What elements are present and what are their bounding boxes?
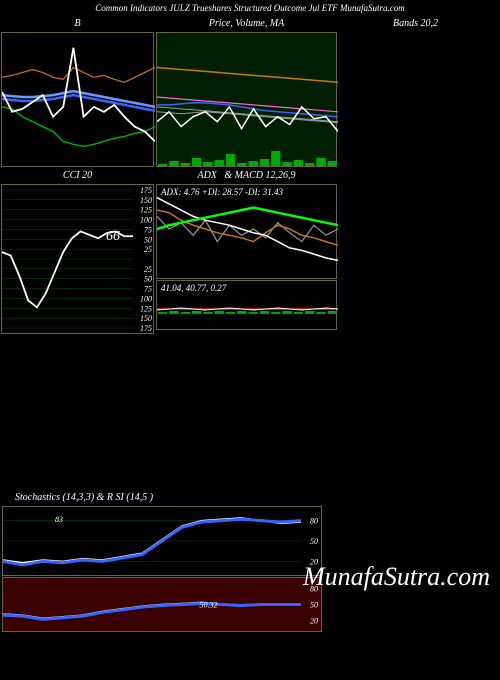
- panel-price-title: Price, Volume, MA: [155, 16, 338, 31]
- svg-text:150: 150: [140, 314, 152, 323]
- svg-text:150: 150: [140, 196, 152, 205]
- spacer: [0, 335, 500, 490]
- svg-text:80: 80: [310, 517, 318, 526]
- panel-bands-title: Bands 20,2: [338, 16, 493, 31]
- panel-adx-wrap: ADX & MACD 12,26,9 ADX: 4.76 +DI: 28.57 …: [155, 168, 338, 335]
- panel-cci: 17515012510075502525507510012515017566: [1, 184, 154, 334]
- row-1: B Price, Volume, MA Bands 20,2: [0, 16, 500, 168]
- row-3: Stochastics (14,3,3) & R SI (14,5 ) 80 50…: [0, 490, 500, 632]
- panel-adx-values: ADX: 4.76 +DI: 28.57 -DI: 31.43: [161, 187, 283, 197]
- svg-text:50: 50: [144, 275, 152, 284]
- svg-text:50.32: 50.32: [200, 601, 218, 610]
- panel-bands: [338, 31, 493, 166]
- svg-text:175: 175: [140, 186, 152, 195]
- svg-text:175: 175: [140, 324, 152, 333]
- chart-cci: 17515012510075502525507510012515017566: [2, 185, 155, 333]
- svg-text:75: 75: [144, 285, 152, 294]
- panel-bands-wrap: Bands 20,2: [338, 16, 493, 168]
- svg-text:50: 50: [310, 537, 318, 546]
- panel-red: 80502050.32: [2, 577, 322, 632]
- svg-text:50: 50: [144, 235, 152, 244]
- svg-text:50: 50: [310, 601, 318, 610]
- panel-stoch-title: Stochastics (14,3,3) & R SI (14,5 ): [0, 490, 500, 505]
- chart-price: [157, 33, 338, 166]
- panel-b-wrap: B: [0, 16, 155, 168]
- chart-adx: [157, 185, 338, 278]
- svg-text:125: 125: [140, 206, 152, 215]
- svg-text:75: 75: [144, 225, 152, 234]
- chart-b: [2, 33, 155, 166]
- panel-cci-title: CCI 20: [0, 168, 155, 183]
- svg-text:20: 20: [310, 616, 318, 625]
- panel-price-wrap: Price, Volume, MA: [155, 16, 338, 168]
- panel-b: [1, 32, 154, 167]
- svg-text:125: 125: [140, 304, 152, 313]
- row-2: CCI 20 175150125100755025255075100125150…: [0, 168, 500, 335]
- panel-cci-wrap: CCI 20 175150125100755025255075100125150…: [0, 168, 155, 335]
- watermark: MunafaSutra.com: [303, 562, 490, 592]
- svg-text:25: 25: [144, 265, 152, 274]
- svg-text:25: 25: [144, 245, 152, 254]
- panel-macd-values: 41.04, 40.77, 0.27: [161, 283, 226, 293]
- panel-b-title: B: [0, 16, 155, 31]
- svg-text:83: 83: [55, 515, 63, 524]
- svg-text:66: 66: [106, 229, 120, 244]
- chart-stoch: 80502083: [3, 507, 321, 575]
- panel-adx-macd-header: ADX & MACD 12,26,9: [155, 168, 338, 183]
- chart-red: 80502050.32: [3, 578, 321, 631]
- panel-stoch: 80502083: [2, 506, 322, 576]
- panel-adx: ADX: 4.76 +DI: 28.57 -DI: 31.43: [156, 184, 337, 279]
- svg-text:100: 100: [140, 294, 152, 303]
- panel-price: [156, 32, 337, 167]
- panel-macd: 41.04, 40.77, 0.27: [156, 280, 337, 330]
- page-header: Common Indicators JULZ Trueshares Struct…: [0, 0, 500, 16]
- svg-text:100: 100: [140, 216, 152, 225]
